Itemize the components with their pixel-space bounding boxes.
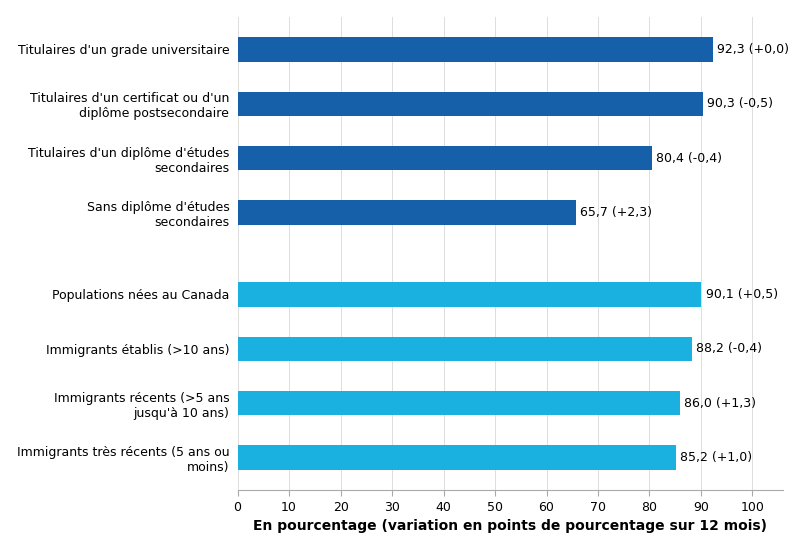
X-axis label: En pourcentage (variation en points de pourcentage sur 12 mois): En pourcentage (variation en points de p… bbox=[254, 519, 767, 534]
Bar bbox=[238, 282, 702, 306]
Bar bbox=[238, 200, 576, 225]
Text: 90,1 (+0,5): 90,1 (+0,5) bbox=[706, 288, 778, 301]
Text: 92,3 (+0,0): 92,3 (+0,0) bbox=[717, 43, 789, 56]
Bar bbox=[238, 391, 680, 415]
Bar bbox=[238, 91, 702, 116]
Bar bbox=[238, 37, 713, 62]
Bar bbox=[238, 146, 651, 170]
Text: 88,2 (-0,4): 88,2 (-0,4) bbox=[696, 342, 762, 355]
Bar bbox=[238, 337, 692, 361]
Text: 86,0 (+1,3): 86,0 (+1,3) bbox=[685, 397, 757, 410]
Text: 65,7 (+2,3): 65,7 (+2,3) bbox=[580, 206, 652, 219]
Bar bbox=[238, 446, 676, 470]
Text: 90,3 (-0,5): 90,3 (-0,5) bbox=[706, 97, 773, 111]
Text: 85,2 (+1,0): 85,2 (+1,0) bbox=[680, 451, 753, 464]
Text: 80,4 (-0,4): 80,4 (-0,4) bbox=[656, 152, 722, 165]
